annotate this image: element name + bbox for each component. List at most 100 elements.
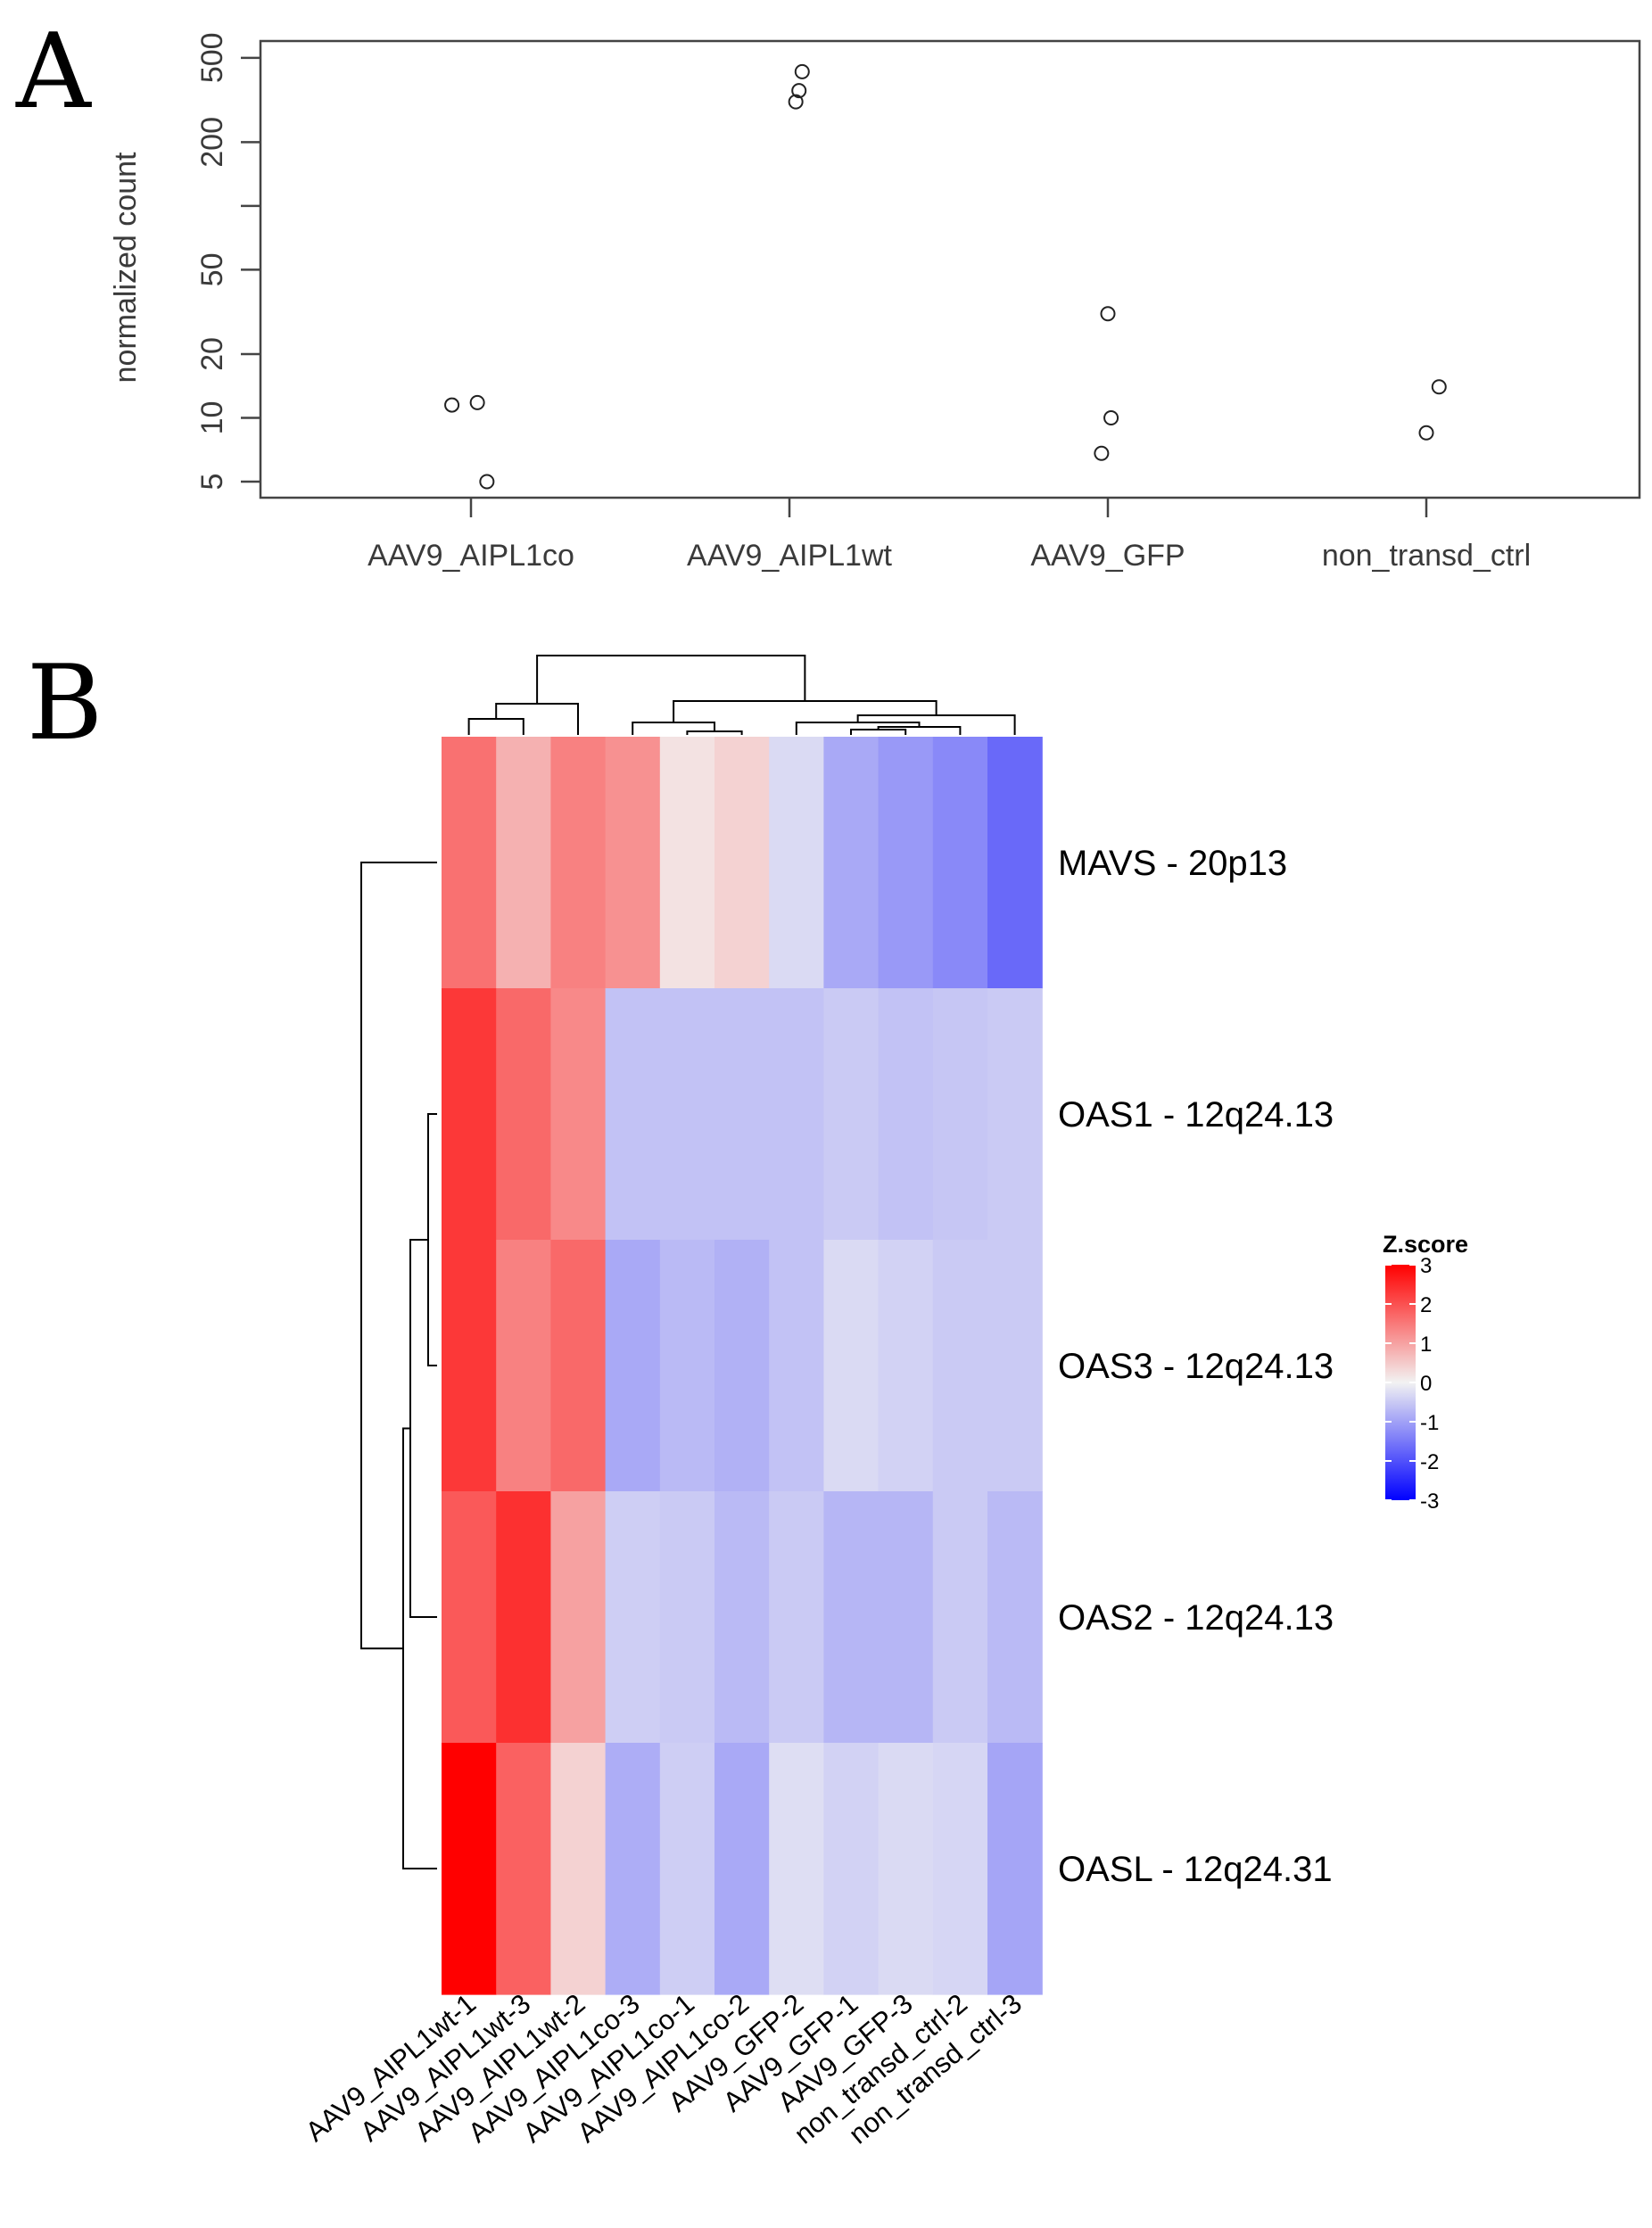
data-point bbox=[1094, 445, 1110, 461]
row-dendrogram bbox=[360, 862, 437, 1869]
heatmap-cell bbox=[442, 988, 497, 1241]
heatmap-cell bbox=[714, 737, 770, 989]
heatmap-cell bbox=[605, 1240, 661, 1492]
dendrogram-branch bbox=[686, 730, 743, 735]
data-point bbox=[788, 94, 804, 110]
heatmap-cell bbox=[659, 988, 715, 1241]
y-tick-label: 200 bbox=[195, 117, 229, 168]
heatmap-cell bbox=[550, 737, 607, 989]
heatmap-cell bbox=[987, 988, 1043, 1241]
legend-tick-label: -1 bbox=[1420, 1411, 1439, 1435]
heatmap-cell bbox=[496, 988, 551, 1241]
x-tick-label: AAV9_GFP bbox=[1030, 539, 1185, 573]
heatmap-cell bbox=[442, 1240, 497, 1492]
data-point bbox=[444, 397, 460, 413]
row-label: OAS2 - 12q24.13 bbox=[1058, 1598, 1334, 1638]
x-tick-label: AAV9_AIPL1co bbox=[368, 539, 574, 573]
heatmap-cell bbox=[987, 1743, 1043, 1995]
row-labels: MAVS - 20p13 OAS1 - 12q24.13 OAS3 - 12q24.… bbox=[1058, 844, 1334, 1889]
heatmap-cell bbox=[659, 737, 715, 989]
legend-tick-label: 3 bbox=[1420, 1254, 1432, 1278]
heatmap-cell bbox=[823, 1240, 880, 1492]
heatmap-cell bbox=[878, 1491, 934, 1744]
y-axis-label: normalized count bbox=[109, 152, 143, 383]
heatmap-cell bbox=[932, 1491, 988, 1744]
legend-title: Z.score bbox=[1383, 1231, 1468, 1258]
dendrogram-branch bbox=[850, 729, 907, 735]
data-point bbox=[1431, 379, 1447, 395]
dendrogram-branch bbox=[856, 714, 1016, 735]
y-tick-label: 500 bbox=[195, 32, 229, 83]
x-axis-ticks: AAV9_AIPL1co AAV9_AIPL1wt AAV9_GFP non_tran… bbox=[368, 498, 1531, 573]
y-axis-ticks: 5 10 20 50 200 500 bbox=[195, 32, 260, 490]
legend-tick-label: 1 bbox=[1420, 1333, 1432, 1357]
heatmap-cell bbox=[714, 1240, 770, 1492]
data-points bbox=[444, 63, 1447, 490]
heatmap-cell bbox=[496, 1743, 551, 1995]
heatmap-cell bbox=[987, 1491, 1043, 1744]
heatmap-cell bbox=[442, 737, 497, 989]
data-point bbox=[791, 83, 807, 99]
heatmap-cell bbox=[496, 1491, 551, 1744]
heatmap-cell bbox=[714, 1743, 770, 1995]
data-point bbox=[479, 474, 495, 490]
heatmap-cell bbox=[823, 1491, 880, 1744]
column-labels: AAV9_AIPL1wt-1AAV9_AIPL1wt-3AAV9_AIPL1wt… bbox=[300, 1988, 1028, 2150]
heatmap-cell bbox=[605, 1491, 661, 1744]
heatmap-cell bbox=[550, 988, 607, 1241]
scatter-plot-panel-a: normalized count 5 10 20 50 200 500 AAV9_AIPL… bbox=[109, 32, 1641, 573]
heatmap-cell bbox=[550, 1240, 607, 1492]
heatmap-cell bbox=[823, 1743, 880, 1995]
legend-tick-label: 0 bbox=[1420, 1372, 1432, 1396]
heatmap-cell bbox=[769, 1240, 824, 1492]
heatmap-cell bbox=[659, 1240, 715, 1492]
panel-a-label: A bbox=[15, 12, 92, 132]
data-point bbox=[1100, 306, 1116, 322]
heatmap-cell bbox=[878, 988, 934, 1241]
row-label: MAVS - 20p13 bbox=[1058, 844, 1287, 883]
x-tick-label: AAV9_AIPL1wt bbox=[687, 539, 893, 573]
x-tick-label: non_transd_ctrl bbox=[1322, 539, 1531, 573]
heatmap-cell bbox=[714, 1491, 770, 1744]
heatmap-cell bbox=[550, 1491, 607, 1744]
heatmap-cell bbox=[442, 1491, 497, 1744]
data-point bbox=[469, 394, 485, 410]
heatmap-cells bbox=[442, 737, 1043, 1995]
dendrogram-branch bbox=[877, 726, 962, 735]
legend-tick-label: 2 bbox=[1420, 1293, 1432, 1317]
heatmap-cell bbox=[878, 1240, 934, 1492]
legend-ticks: 3 2 1 0 -1 -2 -3 bbox=[1385, 1254, 1439, 1514]
heatmap-cell bbox=[769, 1491, 824, 1744]
heatmap-cell bbox=[878, 737, 934, 989]
dendrogram-branch bbox=[467, 718, 525, 735]
heatmap-cell bbox=[823, 988, 880, 1241]
heatmap-cell bbox=[932, 988, 988, 1241]
legend-tick-label: -2 bbox=[1420, 1450, 1439, 1474]
panel-b-label: B bbox=[27, 643, 103, 763]
heatmap-cell bbox=[605, 1743, 661, 1995]
heatmap-cell bbox=[769, 988, 824, 1241]
data-point bbox=[1418, 425, 1434, 441]
dendrogram-branch bbox=[402, 1427, 437, 1869]
heatmap-cell bbox=[714, 988, 770, 1241]
heatmap-cell bbox=[932, 737, 988, 989]
heatmap-cell bbox=[987, 1240, 1043, 1492]
row-label: OAS3 - 12q24.13 bbox=[1058, 1347, 1334, 1386]
heatmap-cell bbox=[932, 1743, 988, 1995]
heatmap-cell bbox=[605, 988, 661, 1241]
heatmap-cell bbox=[605, 737, 661, 989]
y-tick-label: 5 bbox=[195, 474, 229, 491]
heatmap-cell bbox=[932, 1240, 988, 1492]
dendrogram-branch bbox=[536, 655, 806, 704]
row-label: OASL - 12q24.31 bbox=[1058, 1850, 1333, 1889]
y-tick-label: 10 bbox=[195, 401, 229, 435]
heatmap-cell bbox=[878, 1743, 934, 1995]
legend-tick-label: -3 bbox=[1420, 1489, 1439, 1514]
dendrogram-branch bbox=[360, 862, 437, 1650]
y-tick-label: 20 bbox=[195, 337, 229, 371]
data-point bbox=[794, 63, 810, 79]
zscore-legend: Z.score 3 2 1 0 -1 -2 -3 bbox=[1383, 1231, 1468, 1514]
row-label: OAS1 - 12q24.13 bbox=[1058, 1095, 1334, 1135]
dendrogram-branch bbox=[427, 1113, 437, 1366]
